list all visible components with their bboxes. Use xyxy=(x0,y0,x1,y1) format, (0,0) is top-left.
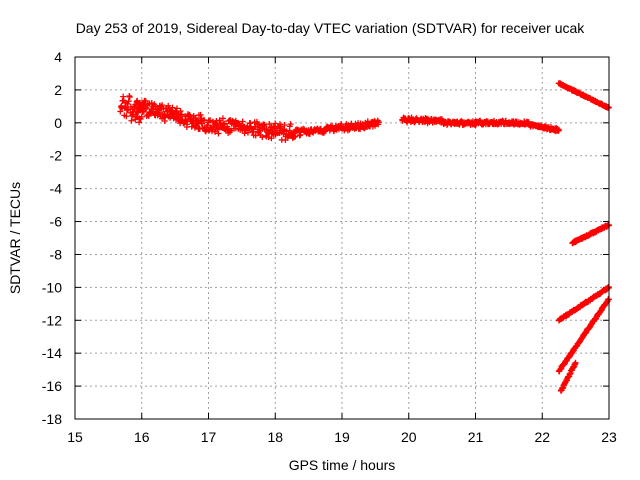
x-axis-title: GPS time / hours xyxy=(289,457,396,473)
data-point xyxy=(219,115,226,122)
data-point xyxy=(321,128,328,135)
data-point xyxy=(208,128,215,135)
x-tick-label: 19 xyxy=(334,429,350,445)
data-point xyxy=(375,119,382,126)
y-tick-label: -4 xyxy=(50,181,63,197)
data-point xyxy=(123,113,130,120)
data-point xyxy=(142,97,149,104)
data-point xyxy=(572,359,579,366)
series-2 xyxy=(198,115,299,143)
data-point xyxy=(239,118,246,125)
data-point xyxy=(198,120,205,127)
data-point xyxy=(124,100,131,107)
data-point xyxy=(184,121,191,128)
series-3 xyxy=(292,117,382,139)
data-point xyxy=(156,109,163,116)
x-tick-label: 20 xyxy=(401,429,417,445)
data-point xyxy=(138,113,145,120)
data-point xyxy=(197,111,204,118)
grid xyxy=(75,57,609,419)
data-point xyxy=(178,111,185,118)
data-point xyxy=(128,112,135,119)
x-tick-label: 23 xyxy=(601,429,617,445)
y-tick-label: -8 xyxy=(50,246,63,262)
series-5 xyxy=(438,117,532,129)
data-point xyxy=(265,134,272,141)
x-tick-label: 18 xyxy=(267,429,283,445)
data-point xyxy=(142,106,149,113)
data-point xyxy=(215,130,222,137)
data-point xyxy=(263,126,270,133)
y-tick-labels: 4 2 0 -2 -4 -6 -8 -10 -12 -14 -16 -18 xyxy=(42,49,62,427)
y-tick-label: -14 xyxy=(42,345,62,361)
y-axis-title: SDTVAR / TECUs xyxy=(7,182,23,294)
data-point xyxy=(266,120,273,127)
data-point xyxy=(287,121,294,128)
y-tick-label: -12 xyxy=(42,312,62,328)
data-point xyxy=(555,126,562,133)
y-tick-label: 4 xyxy=(54,49,62,65)
series-11 xyxy=(557,359,579,394)
data-point xyxy=(216,117,223,124)
series-4 xyxy=(399,114,445,127)
data-point xyxy=(269,130,276,137)
data-point xyxy=(277,123,284,130)
y-tick-label: 0 xyxy=(54,115,62,131)
chart-title: Day 253 of 2019, Sidereal Day-to-day VTE… xyxy=(76,20,586,36)
data-points xyxy=(117,80,612,394)
data-point xyxy=(126,94,133,101)
data-point xyxy=(281,122,288,129)
y-tick-label: -16 xyxy=(42,378,62,394)
data-point xyxy=(123,107,130,114)
data-point xyxy=(268,135,275,142)
y-tick-label: -2 xyxy=(50,148,63,164)
x-tick-label: 15 xyxy=(67,429,83,445)
data-point xyxy=(169,104,176,111)
x-tick-label: 22 xyxy=(534,429,550,445)
series-9 xyxy=(556,284,612,324)
series-6 xyxy=(525,120,562,135)
x-tick-label: 21 xyxy=(468,429,484,445)
data-point xyxy=(125,98,132,105)
series-8 xyxy=(569,221,612,247)
data-point xyxy=(159,102,166,109)
plot-frame xyxy=(74,56,610,420)
data-point xyxy=(173,105,180,112)
x-tick-label: 16 xyxy=(134,429,150,445)
data-point xyxy=(165,102,172,109)
series-1 xyxy=(132,97,205,133)
series-10 xyxy=(555,296,612,375)
y-tick-label: -18 xyxy=(42,411,62,427)
y-tick-label: -10 xyxy=(42,279,62,295)
data-point xyxy=(244,129,251,136)
y-tick-label: -6 xyxy=(50,214,63,230)
series-7 xyxy=(555,80,612,111)
y-tick-label: 2 xyxy=(54,82,62,98)
x-tick-label: 17 xyxy=(201,429,217,445)
x-tick-labels: 15 16 17 18 19 20 21 22 23 xyxy=(67,429,617,445)
data-point xyxy=(283,128,290,135)
data-point xyxy=(296,132,303,139)
